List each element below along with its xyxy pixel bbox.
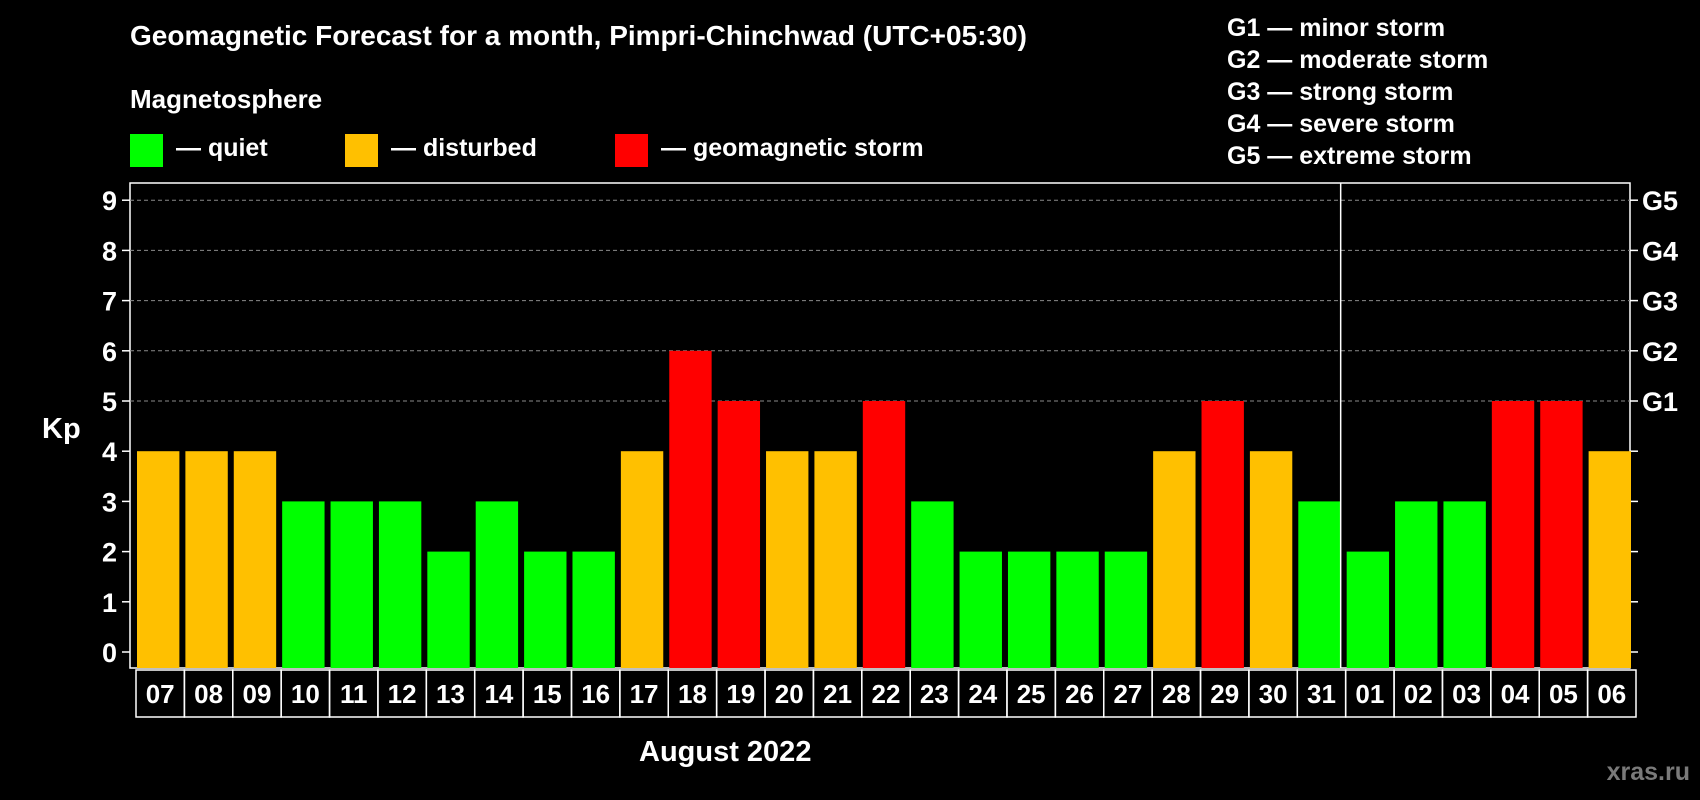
bar-07 (137, 451, 180, 668)
bar-05 (1540, 401, 1583, 668)
x-tick-label-14: 14 (484, 679, 513, 709)
bar-29 (1201, 401, 1244, 668)
bar-23 (911, 501, 954, 668)
storm-scale-g2: G2 — moderate storm (1227, 46, 1489, 74)
bar-08 (185, 451, 228, 668)
x-tick-label-22: 22 (872, 679, 901, 709)
x-tick-label-19: 19 (726, 679, 755, 709)
x-tick-label-04: 04 (1501, 679, 1530, 709)
storm-scale-g1: G1 — minor storm (1227, 14, 1446, 42)
x-tick-label-24: 24 (968, 679, 997, 709)
x-tick-label-21: 21 (823, 679, 852, 709)
bar-09 (233, 451, 277, 668)
watermark: xras.ru (1606, 758, 1690, 786)
bar-31 (1298, 501, 1341, 668)
y-tick-label-9: 9 (102, 186, 117, 216)
x-tick-label-03: 03 (1452, 679, 1481, 709)
legend-quiet-swatch (130, 134, 163, 167)
x-tick-label-13: 13 (436, 679, 465, 709)
bar-27 (1104, 551, 1148, 668)
bar-14 (475, 501, 519, 668)
legend-storm-swatch (615, 134, 648, 167)
y-axis-title: Kp (42, 413, 81, 445)
y-tick-label-2: 2 (102, 538, 117, 568)
bar-28 (1153, 451, 1196, 668)
bar-06 (1588, 451, 1631, 668)
y-tick-label-8: 8 (102, 236, 117, 266)
x-tick-label-01: 01 (1355, 679, 1384, 709)
bar-21 (814, 451, 857, 668)
bar-25 (1007, 551, 1051, 668)
right-axis-label-G5: G5 (1642, 186, 1678, 216)
bar-15 (524, 551, 567, 668)
bar-02 (1395, 501, 1438, 668)
x-label-box-06 (1586, 669, 1637, 718)
x-tick-label-27: 27 (1113, 679, 1142, 709)
bar-17 (620, 451, 664, 668)
y-tick-label-4: 4 (102, 437, 117, 467)
x-tick-label-25: 25 (1017, 679, 1046, 709)
y-tick-label-1: 1 (102, 588, 117, 618)
x-tick-label-06: 06 (1597, 679, 1626, 709)
x-axis-label: August 2022 (639, 736, 812, 768)
bar-18 (669, 350, 712, 668)
x-tick-label-08: 08 (194, 679, 223, 709)
legend-quiet-label: — quiet (176, 134, 268, 162)
x-tick-label-12: 12 (388, 679, 417, 709)
legend-disturbed-swatch (345, 134, 378, 167)
x-tick-label-29: 29 (1210, 679, 1239, 709)
x-tick-label-11: 11 (340, 679, 368, 709)
right-axis-label-G2: G2 (1642, 337, 1678, 367)
bar-24 (959, 551, 1002, 668)
bar-03 (1443, 501, 1486, 668)
bar-22 (862, 401, 906, 668)
bar-12 (378, 501, 422, 668)
bar-01 (1346, 551, 1390, 668)
x-tick-label-28: 28 (1162, 679, 1191, 709)
x-tick-label-09: 09 (243, 679, 272, 709)
y-tick-label-7: 7 (102, 287, 117, 317)
storm-scale-g5: G5 — extreme storm (1227, 142, 1472, 170)
x-tick-label-05: 05 (1549, 679, 1578, 709)
x-tick-label-17: 17 (630, 679, 659, 709)
right-axis-label-G4: G4 (1642, 236, 1678, 266)
y-tick-label-5: 5 (102, 387, 117, 417)
y-tick-label-0: 0 (102, 638, 117, 668)
bar-04 (1491, 401, 1535, 668)
bar-19 (717, 401, 761, 668)
y-tick-label-3: 3 (102, 487, 117, 517)
x-tick-label-26: 26 (1065, 679, 1094, 709)
x-tick-label-23: 23 (920, 679, 949, 709)
y-tick-label-6: 6 (102, 337, 117, 367)
x-tick-label-18: 18 (678, 679, 707, 709)
x-tick-label-10: 10 (291, 679, 320, 709)
storm-scale-g4: G4 — severe storm (1227, 110, 1455, 138)
right-axis-label-G3: G3 (1642, 287, 1678, 317)
chart-subtitle: Magnetosphere (130, 84, 323, 114)
x-tick-label-20: 20 (775, 679, 804, 709)
legend-disturbed-label: — disturbed (391, 134, 537, 162)
bar-30 (1249, 451, 1293, 668)
x-tick-label-30: 30 (1259, 679, 1288, 709)
bar-16 (572, 551, 615, 668)
chart-title: Geomagnetic Forecast for a month, Pimpri… (130, 20, 1027, 51)
storm-scale-g3: G3 — strong storm (1227, 78, 1454, 106)
x-tick-label-31: 31 (1307, 679, 1336, 709)
bar-10 (282, 501, 325, 668)
x-tick-label-02: 02 (1404, 679, 1433, 709)
x-tick-label-16: 16 (581, 679, 610, 709)
bar-26 (1056, 551, 1099, 668)
x-tick-label-07: 07 (146, 679, 175, 709)
legend-storm-label: — geomagnetic storm (661, 134, 924, 162)
right-axis-label-G1: G1 (1642, 387, 1678, 417)
bar-13 (427, 551, 470, 668)
bar-20 (766, 451, 809, 668)
bar-11 (330, 501, 373, 668)
x-tick-label-15: 15 (533, 679, 562, 709)
